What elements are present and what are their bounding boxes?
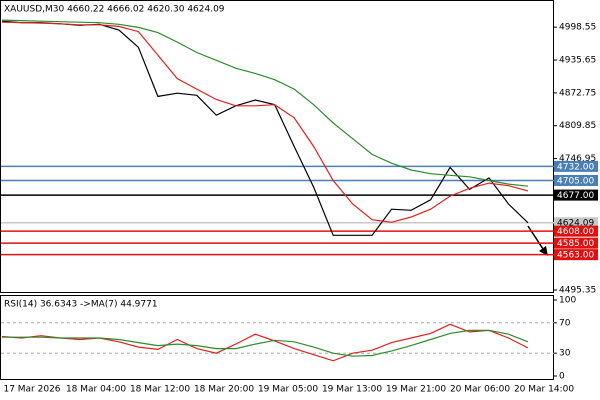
y-tick-label: 4935.65 bbox=[559, 55, 596, 65]
level-label: 4585.00 bbox=[557, 239, 594, 249]
x-tick-label: 19 Mar 21:00 bbox=[386, 385, 446, 395]
price-line bbox=[1, 19, 529, 187]
rsi-tick-label: 100 bbox=[559, 296, 576, 306]
price-line bbox=[1, 20, 529, 236]
x-tick-label: 18 Mar 04:00 bbox=[66, 385, 126, 395]
x-tick-label: 17 Mar 2026 bbox=[3, 385, 60, 395]
x-tick-label: 18 Mar 12:00 bbox=[130, 385, 190, 395]
rsi-tick-label: 30 bbox=[559, 349, 571, 359]
y-tick-label: 4872.75 bbox=[559, 88, 596, 98]
level-label: 4608.00 bbox=[557, 227, 594, 237]
level-label: 4732.00 bbox=[557, 162, 594, 172]
level-label: 4705.00 bbox=[557, 176, 594, 186]
rsi-tick-label: 0 bbox=[559, 372, 565, 382]
level-label-box bbox=[554, 217, 598, 229]
price-line bbox=[1, 21, 529, 223]
level-label: 4624.09 bbox=[557, 219, 594, 229]
arrow-head bbox=[539, 246, 548, 256]
level-label-box bbox=[554, 249, 598, 261]
rsi-title: RSI(14) 36.6343 ->MA(7) 44.9771 bbox=[4, 300, 158, 310]
main-frame bbox=[0, 0, 554, 293]
y-tick-label: 4809.85 bbox=[559, 121, 596, 131]
rsi-line bbox=[2, 329, 529, 357]
level-label-box bbox=[554, 225, 598, 237]
arrow-shaft bbox=[527, 225, 546, 253]
x-tick-label: 19 Mar 05:00 bbox=[258, 385, 318, 395]
level-label-box bbox=[554, 174, 598, 186]
x-tick-label: 19 Mar 13:00 bbox=[322, 385, 382, 395]
rsi-line bbox=[1, 323, 529, 362]
y-tick-label: 4495.35 bbox=[559, 285, 596, 295]
x-tick-label: 18 Mar 20:00 bbox=[194, 385, 254, 395]
x-tick-label: 20 Mar 14:00 bbox=[514, 385, 574, 395]
rsi-tick-label: 70 bbox=[559, 318, 571, 328]
level-label: 4677.00 bbox=[557, 191, 594, 201]
y-tick-label: 4746.95 bbox=[559, 154, 596, 164]
x-tick-label: 20 Mar 06:00 bbox=[450, 385, 510, 395]
level-label-box bbox=[554, 237, 598, 249]
level-label-box bbox=[554, 160, 598, 172]
level-label: 4563.00 bbox=[557, 251, 594, 261]
level-label-box bbox=[554, 189, 598, 201]
rsi-frame bbox=[0, 295, 554, 380]
chart-title: XAUUSD,M30 4660.22 4666.02 4620.30 4624.… bbox=[4, 5, 225, 15]
y-tick-label: 4998.55 bbox=[559, 23, 596, 33]
